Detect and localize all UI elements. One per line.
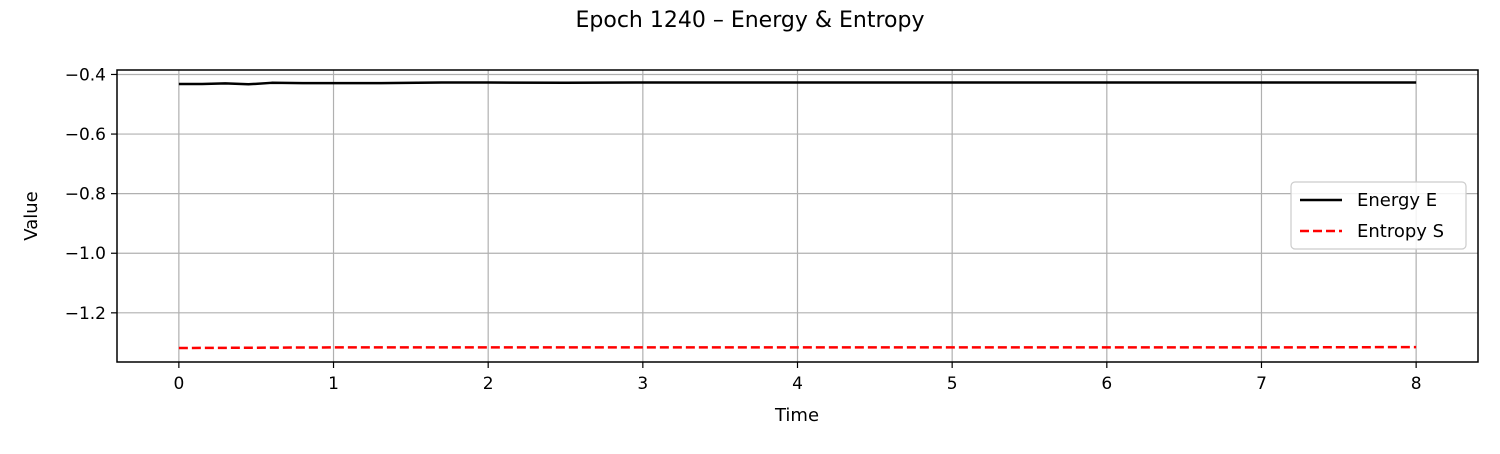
y-axis-label: Value <box>21 191 42 240</box>
chart-title: Epoch 1240 – Energy & Entropy <box>576 8 925 33</box>
x-tick-label: 6 <box>1101 374 1112 394</box>
x-tick-label: 5 <box>947 374 958 394</box>
series-line-energy <box>178 81 1417 86</box>
axis-ticks: 0 1 2 3 4 5 6 7 8 −0.4 −0.6 −0.8 −1.0 −1.2 <box>65 65 1422 394</box>
plot-series <box>178 81 1417 350</box>
x-tick-label: 7 <box>1256 374 1267 394</box>
legend-label-energy: Energy E <box>1357 190 1437 211</box>
y-tick-label: −0.8 <box>65 185 106 205</box>
x-tick-label: 8 <box>1411 374 1422 394</box>
y-tick-label: −1.0 <box>65 244 106 264</box>
legend-label-entropy: Entropy S <box>1357 221 1444 242</box>
y-tick-label: −0.6 <box>65 125 106 145</box>
y-tick-label: −0.4 <box>65 65 106 85</box>
y-tick-label: −1.2 <box>65 304 106 324</box>
series-line-entropy <box>178 345 1417 350</box>
x-tick-label: 2 <box>483 374 494 394</box>
grid-lines <box>117 70 1478 362</box>
x-axis-label: Time <box>774 405 819 426</box>
x-tick-label: 1 <box>328 374 339 394</box>
x-tick-label: 4 <box>792 374 803 394</box>
legend: Energy E Entropy S <box>1290 181 1467 250</box>
x-tick-label: 0 <box>173 374 184 394</box>
x-tick-label: 3 <box>637 374 648 394</box>
